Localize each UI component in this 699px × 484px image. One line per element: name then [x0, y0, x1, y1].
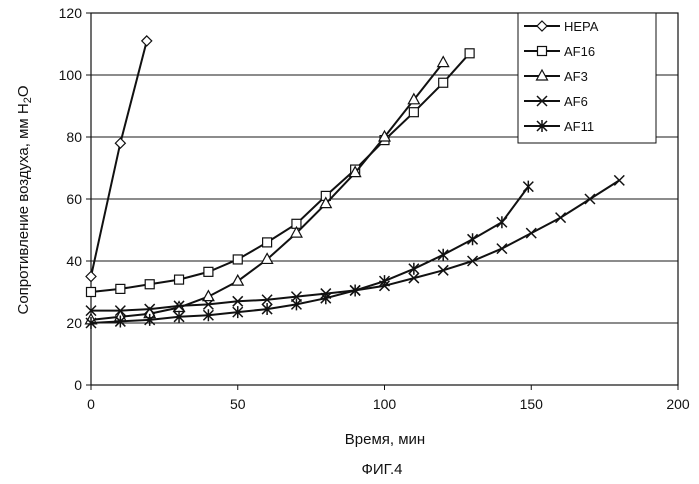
x-tick-label-200: 200 — [666, 396, 690, 412]
legend: HEPA AF16 AF3 AF6 AF11 — [518, 13, 656, 143]
point-af6-18 — [614, 175, 624, 185]
point-hepa-0 — [86, 272, 96, 282]
y-axis-title: Сопротивление воздуха, мм H2O — [15, 85, 34, 314]
point-af16-2 — [145, 280, 154, 289]
point-af11-11 — [409, 263, 419, 275]
series-line-hepa — [91, 41, 147, 277]
point-af11-12 — [438, 249, 448, 261]
y-tick-label-60: 60 — [66, 191, 82, 207]
legend-label-af6: AF6 — [564, 94, 588, 109]
point-af6-14 — [497, 244, 507, 254]
x-tick-label-150: 150 — [520, 396, 544, 412]
point-af16-1 — [116, 284, 125, 293]
y-tick-label-0: 0 — [74, 377, 82, 393]
point-af11-14 — [497, 216, 507, 228]
y-tick-label-20: 20 — [66, 315, 82, 331]
x-tick-label-100: 100 — [373, 396, 397, 412]
series-hepa — [86, 36, 152, 282]
point-af16-13 — [465, 49, 474, 58]
series-af11 — [86, 181, 533, 329]
point-af6-15 — [526, 228, 536, 238]
point-af11-15 — [523, 181, 533, 193]
point-af11-10 — [380, 275, 390, 287]
x-tick-label-0: 0 — [87, 396, 95, 412]
point-af16-11 — [409, 108, 418, 117]
point-hepa-1 — [115, 138, 125, 148]
legend-label-af16: AF16 — [564, 44, 595, 59]
x-axis-title: Время, мин — [345, 431, 425, 448]
point-af16-6 — [263, 238, 272, 247]
point-af16-3 — [175, 275, 184, 284]
y-tick-label-100: 100 — [59, 67, 83, 83]
y-tick-label-40: 40 — [66, 253, 82, 269]
point-af16-5 — [233, 255, 242, 264]
series-line-af3 — [91, 63, 443, 320]
legend-label-af11: AF11 — [564, 119, 594, 134]
point-af16-4 — [204, 267, 213, 276]
point-af16-0 — [87, 288, 96, 297]
y-tick-label-80: 80 — [66, 129, 82, 145]
legend-marker-af16 — [538, 47, 547, 56]
point-af6-16 — [556, 213, 566, 223]
series-line-af11 — [91, 187, 528, 323]
point-af3-5 — [232, 275, 243, 285]
point-af16-12 — [439, 78, 448, 87]
y-tick-label-120: 120 — [59, 5, 83, 21]
x-tick-label-50: 50 — [230, 396, 246, 412]
series-af16 — [87, 49, 475, 297]
legend-label-af3: AF3 — [564, 69, 588, 84]
figure-caption: ФИГ.4 — [362, 461, 403, 478]
point-af3-12 — [438, 57, 449, 67]
series-line-af16 — [91, 53, 470, 292]
point-hepa-2 — [142, 36, 152, 46]
legend-label-hepa: HEPA — [564, 19, 599, 34]
point-af11-13 — [468, 233, 478, 245]
